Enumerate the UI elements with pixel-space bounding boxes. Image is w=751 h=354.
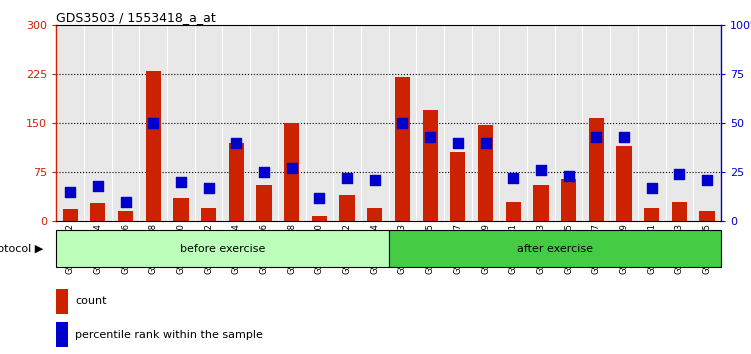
Bar bbox=[561, 179, 576, 221]
Bar bbox=[306, 25, 333, 221]
Bar bbox=[672, 202, 687, 221]
Text: percentile rank within the sample: percentile rank within the sample bbox=[75, 330, 263, 339]
Bar bbox=[589, 119, 604, 221]
Bar bbox=[173, 198, 189, 221]
Bar bbox=[112, 25, 140, 221]
Bar bbox=[90, 203, 105, 221]
Bar bbox=[444, 25, 472, 221]
Bar bbox=[416, 25, 444, 221]
Point bbox=[175, 179, 187, 185]
Bar bbox=[699, 211, 715, 221]
Bar bbox=[472, 25, 499, 221]
Point bbox=[231, 140, 243, 145]
Point bbox=[92, 183, 104, 189]
Bar bbox=[256, 185, 272, 221]
Bar bbox=[499, 25, 527, 221]
Bar bbox=[62, 210, 78, 221]
Bar bbox=[644, 208, 659, 221]
Point bbox=[397, 120, 409, 126]
Bar bbox=[555, 25, 583, 221]
Bar bbox=[389, 25, 416, 221]
Bar bbox=[617, 146, 632, 221]
Bar bbox=[312, 216, 327, 221]
Text: after exercise: after exercise bbox=[517, 244, 593, 254]
Point bbox=[203, 185, 215, 191]
Bar bbox=[339, 195, 354, 221]
Bar bbox=[195, 25, 222, 221]
Bar bbox=[610, 25, 638, 221]
Bar bbox=[451, 153, 466, 221]
Point bbox=[119, 199, 131, 205]
Bar bbox=[56, 322, 68, 347]
Bar bbox=[278, 25, 306, 221]
Bar bbox=[361, 25, 389, 221]
Point bbox=[424, 134, 436, 139]
Point bbox=[147, 120, 159, 126]
Bar bbox=[201, 208, 216, 221]
Bar bbox=[56, 289, 68, 314]
Bar bbox=[665, 25, 693, 221]
Bar bbox=[478, 125, 493, 221]
Bar bbox=[118, 211, 133, 221]
Text: GDS3503 / 1553418_a_at: GDS3503 / 1553418_a_at bbox=[56, 11, 216, 24]
Bar bbox=[333, 25, 361, 221]
Bar bbox=[583, 25, 610, 221]
Bar bbox=[389, 230, 721, 267]
Point bbox=[480, 140, 492, 145]
Point bbox=[562, 173, 575, 179]
Point bbox=[285, 165, 297, 171]
Bar bbox=[527, 25, 555, 221]
Bar bbox=[140, 25, 167, 221]
Text: before exercise: before exercise bbox=[179, 244, 265, 254]
Bar bbox=[229, 143, 244, 221]
Bar bbox=[423, 110, 438, 221]
Bar bbox=[84, 25, 112, 221]
Bar bbox=[693, 25, 721, 221]
Point bbox=[452, 140, 464, 145]
Bar bbox=[638, 25, 665, 221]
Bar bbox=[367, 208, 382, 221]
Point bbox=[701, 177, 713, 183]
Bar bbox=[167, 25, 195, 221]
Point bbox=[369, 177, 381, 183]
Point bbox=[64, 189, 76, 195]
Point bbox=[313, 195, 325, 200]
Point bbox=[258, 169, 270, 175]
Bar bbox=[395, 77, 410, 221]
Bar bbox=[222, 25, 250, 221]
Bar bbox=[505, 202, 521, 221]
Bar bbox=[56, 25, 84, 221]
Point bbox=[618, 134, 630, 139]
Point bbox=[646, 185, 658, 191]
Bar bbox=[56, 230, 389, 267]
Point bbox=[341, 175, 353, 181]
Bar bbox=[146, 70, 161, 221]
Point bbox=[674, 171, 686, 177]
Text: count: count bbox=[75, 296, 107, 306]
Bar bbox=[533, 185, 548, 221]
Point bbox=[507, 175, 519, 181]
Point bbox=[590, 134, 602, 139]
Text: protocol ▶: protocol ▶ bbox=[0, 244, 43, 254]
Point bbox=[535, 167, 547, 173]
Bar bbox=[284, 123, 300, 221]
Bar bbox=[250, 25, 278, 221]
